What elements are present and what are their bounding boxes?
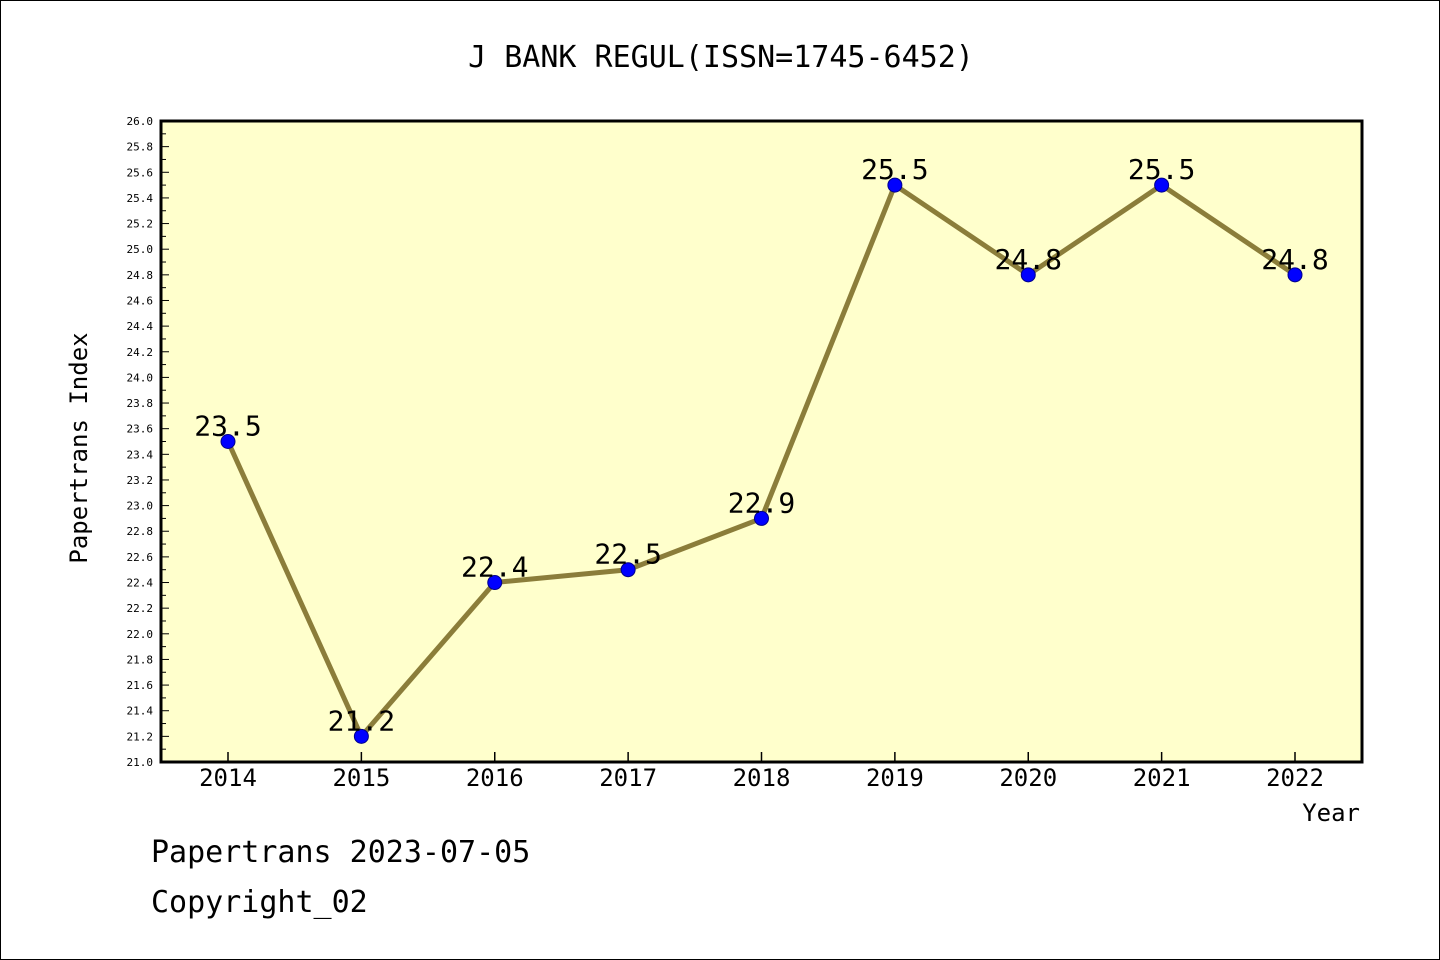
y-tick-label: 24.2 [127,346,154,359]
y-tick-label: 23.2 [127,474,154,487]
data-label: 21.2 [328,704,395,737]
y-tick-label: 22.4 [127,577,154,590]
y-tick-label: 25.0 [127,243,154,256]
y-tick-label: 24.8 [127,269,154,282]
data-label: 25.5 [861,153,928,186]
y-tick-label: 26.0 [127,115,154,128]
y-tick-label: 22.8 [127,525,154,538]
y-tick-label: 21.2 [127,730,154,743]
y-axis: 21.0 21.2 21.4 21.6 21.8 22.0 22.2 22.4 22.6 22.8… [127,115,169,769]
data-point [487,575,503,591]
data-points [220,177,1303,744]
y-tick-label: 25.8 [127,141,154,154]
footer-date: Papertrans 2023-07-05 [151,835,531,870]
data-point [754,510,769,526]
y-tick-label: 23.6 [127,423,154,436]
y-tick-label: 23.0 [127,500,154,513]
y-tick-label: 25.4 [127,192,154,205]
data-label: 22.9 [728,486,795,519]
y-tick-label: 21.0 [127,756,154,769]
data-labels: 23.5 21.2 22.4 22.5 22.9 25.5 24.8 25.5 24.8 [194,153,1328,737]
footer-copyright: Copyright_02 [151,885,368,920]
data-label: 22.4 [461,551,528,584]
chart-title: J BANK REGUL(ISSN=1745-6452) [468,40,974,75]
x-tick-label: 2014 [199,764,257,792]
data-label: 24.8 [995,243,1062,276]
x-tick-label: 2016 [466,764,524,792]
y-tick-label: 23.8 [127,397,154,410]
data-point [620,562,636,578]
data-point [353,728,369,744]
data-point [887,177,903,193]
data-point [1020,267,1036,283]
x-tick-label: 2022 [1266,764,1324,792]
x-tick-label: 2015 [332,764,390,792]
data-label: 25.5 [1128,153,1195,186]
x-tick-label: 2017 [599,764,657,792]
y-tick-label: 25.2 [127,218,154,231]
x-tick-label: 2019 [866,764,924,792]
y-tick-label: 21.6 [127,679,154,692]
x-tick-label: 2018 [733,764,791,792]
y-tick-label: 24.4 [127,320,154,333]
x-axis-label: Year [1302,799,1360,827]
x-tick-label: 2021 [1133,764,1191,792]
data-label: 23.5 [194,410,261,443]
y-tick-label: 21.4 [127,705,154,718]
data-label: 22.5 [594,538,661,571]
y-tick-label: 24.0 [127,371,154,384]
y-tick-label: 21.8 [127,653,154,666]
data-point [1154,177,1170,193]
y-axis-label: Papertrans Index [65,332,93,563]
plot-area [159,119,1364,764]
data-point [220,434,236,449]
y-tick-label: 24.6 [127,294,154,307]
y-tick-label: 22.0 [127,628,154,641]
data-label: 24.8 [1261,243,1328,276]
x-tick-label: 2020 [999,764,1057,792]
data-point [1287,267,1303,283]
y-tick-label: 25.6 [127,166,154,179]
y-tick-label: 22.2 [127,602,154,615]
x-axis: 2014 2015 2016 2017 2018 2019 2020 2021 2022 [199,752,1324,792]
y-tick-label: 22.6 [127,551,154,564]
y-tick-label: 23.4 [127,448,154,461]
